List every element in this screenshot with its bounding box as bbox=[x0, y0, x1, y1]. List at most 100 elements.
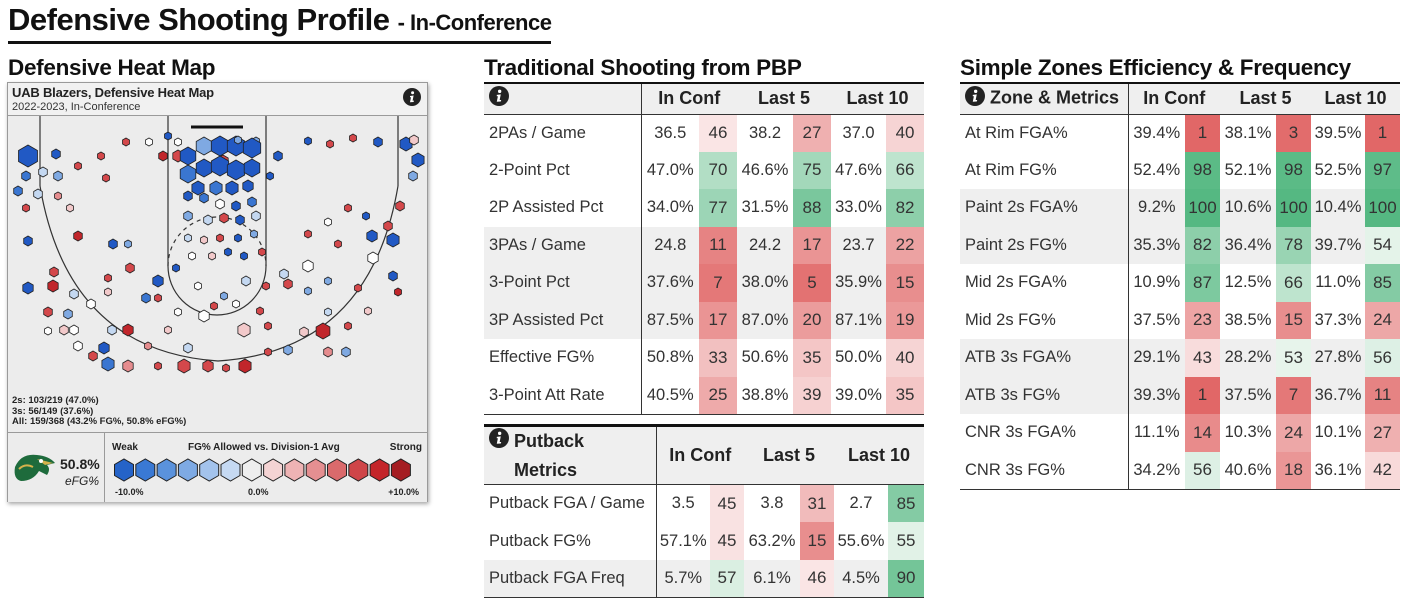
pctile-last-5: 20 bbox=[793, 301, 832, 339]
shot-hex bbox=[304, 286, 312, 296]
table-row: Putback FGA / Game 3.5 45 3.8 31 2.7 85 bbox=[484, 484, 925, 523]
pctile-last-10: 24 bbox=[1365, 301, 1401, 339]
value-last-10: 23.7 bbox=[831, 226, 887, 264]
pctile-last-5: 5 bbox=[793, 264, 832, 302]
value-last-5: 24.2 bbox=[737, 226, 794, 264]
shot-hex bbox=[108, 238, 118, 250]
shot-hex bbox=[59, 324, 69, 336]
putback-header-line2: Metrics bbox=[514, 460, 578, 481]
legend-tick-mid: 0.0% bbox=[248, 487, 269, 497]
value-last-5: 50.6% bbox=[741, 348, 789, 367]
row-label: 3PAs / Game bbox=[484, 226, 642, 264]
shot-hex bbox=[210, 135, 230, 157]
value-in-conf: 40.5% bbox=[641, 376, 699, 415]
legend-hex bbox=[114, 458, 134, 482]
shot-hex bbox=[195, 136, 213, 156]
shot-hex bbox=[262, 281, 270, 291]
info-icon[interactable] bbox=[489, 86, 509, 111]
shot-hex bbox=[386, 232, 400, 248]
legend-tick-right: +10.0% bbox=[388, 487, 419, 497]
shot-hex bbox=[97, 151, 105, 161]
value-last-5: 12.5% bbox=[1224, 273, 1272, 292]
table-row: ATB 3s FG% 39.3% 1 37.5% 7 36.7% 11 bbox=[960, 376, 1401, 414]
pctile-last-10: 85 bbox=[1365, 264, 1401, 302]
putback-col-last-5[interactable]: Last 5 bbox=[744, 423, 835, 486]
zones-col-last-10[interactable]: Last 10 bbox=[1311, 84, 1401, 115]
row-label: ATB 3s FGA% bbox=[960, 339, 1129, 377]
info-icon[interactable] bbox=[489, 428, 509, 456]
heatmap-section-title: Defensive Heat Map bbox=[8, 55, 216, 80]
shot-hex bbox=[122, 359, 134, 373]
value-in-conf: 10.9% bbox=[1133, 273, 1181, 292]
efg-value: 50.8% bbox=[60, 456, 100, 472]
value-last-10: 39.5% bbox=[1314, 123, 1362, 142]
shot-hex bbox=[324, 307, 332, 317]
zones-col-in-conf[interactable]: In Conf bbox=[1128, 84, 1221, 115]
shot-hex bbox=[264, 347, 272, 357]
value-last-10: 10.1% bbox=[1314, 423, 1362, 442]
shot-hex bbox=[411, 152, 425, 168]
value-last-10: 10.4% bbox=[1311, 189, 1366, 227]
shot-hex bbox=[224, 247, 232, 257]
col-header-in-conf[interactable]: In Conf bbox=[641, 84, 738, 115]
row-label: 2-Point Pct bbox=[484, 151, 642, 189]
value-last-5: 31.5% bbox=[741, 198, 789, 217]
col-header-last-5[interactable]: Last 5 bbox=[737, 84, 832, 115]
putback-col-in-conf[interactable]: In Conf bbox=[656, 423, 745, 486]
pctile-in-conf: 56 bbox=[1185, 451, 1221, 490]
pctile-last-10: 15 bbox=[886, 264, 925, 302]
row-label: CNR 3s FGA% bbox=[960, 414, 1129, 452]
legend-hex bbox=[135, 458, 156, 482]
shot-hex bbox=[73, 340, 83, 352]
table-row: Putback FGA Freq 5.7% 57 6.1% 46 4.5% 90 bbox=[484, 559, 925, 598]
putback-table: Putback Metrics In Conf Last 5 Last 10 P… bbox=[484, 423, 925, 598]
value-in-conf: 87.5% bbox=[641, 301, 699, 339]
shot-hex bbox=[237, 322, 251, 338]
row-label: 2PAs / Game bbox=[484, 114, 642, 152]
shot-hex bbox=[174, 137, 182, 147]
table-row: CNR 3s FGA% 11.1% 14 10.3% 24 10.1% 27 bbox=[960, 414, 1401, 452]
pctile-in-conf: 17 bbox=[699, 301, 738, 339]
legend-weak-label: Weak bbox=[112, 442, 138, 453]
info-icon[interactable] bbox=[403, 88, 421, 111]
shot-hex bbox=[154, 293, 162, 303]
zones-col-last-5[interactable]: Last 5 bbox=[1220, 84, 1312, 115]
shot-hex bbox=[250, 229, 258, 239]
pctile-in-conf: 82 bbox=[1185, 226, 1221, 264]
zones-header-row: Zone & Metrics In Conf Last 5 Last 10 bbox=[960, 84, 1401, 115]
shot-hex bbox=[104, 273, 112, 283]
pctile-last-5: 88 bbox=[793, 189, 832, 227]
table-row: ATB 3s FGA% 29.1% 43 28.2% 53 27.8% 56 bbox=[960, 339, 1401, 377]
shot-hex bbox=[366, 229, 378, 243]
shot-hex bbox=[125, 262, 135, 274]
value-in-conf: 52.4% bbox=[1133, 160, 1181, 179]
pctile-last-5: 53 bbox=[1276, 339, 1312, 377]
shot-hex bbox=[172, 263, 180, 273]
pctile-in-conf: 57 bbox=[710, 559, 745, 598]
shot-hex bbox=[344, 321, 352, 331]
pctile-last-5: 35 bbox=[793, 339, 832, 377]
shot-hex bbox=[22, 203, 30, 213]
shot-hex bbox=[104, 287, 112, 297]
shot-hex bbox=[256, 306, 264, 316]
putback-col-last-10[interactable]: Last 10 bbox=[834, 423, 925, 486]
shot-hex bbox=[158, 150, 168, 162]
shot-hex bbox=[73, 230, 83, 242]
pctile-last-10: 97 bbox=[1365, 151, 1401, 189]
pctile-in-conf: 33 bbox=[699, 339, 738, 377]
heatmap-season: 2022-2023, In-Conference bbox=[12, 101, 141, 113]
shot-hex bbox=[145, 137, 153, 147]
pctile-last-5: 24 bbox=[1276, 414, 1312, 452]
pctile-in-conf: 45 bbox=[710, 522, 745, 560]
shot-hex bbox=[101, 356, 115, 372]
shot-hex bbox=[198, 309, 210, 323]
shot-hex bbox=[299, 326, 309, 338]
shot-hex bbox=[13, 185, 23, 197]
col-header-last-10[interactable]: Last 10 bbox=[831, 84, 925, 115]
value-last-10: 33.0% bbox=[835, 198, 882, 217]
info-icon[interactable] bbox=[965, 86, 985, 111]
legend-hex bbox=[369, 458, 390, 482]
heatmap-stats: 2s: 103/219 (47.0%) 3s: 56/149 (37.6%) A… bbox=[12, 395, 186, 428]
value-last-10: 37.3% bbox=[1314, 310, 1362, 329]
pctile-in-conf: 23 bbox=[1185, 301, 1221, 339]
